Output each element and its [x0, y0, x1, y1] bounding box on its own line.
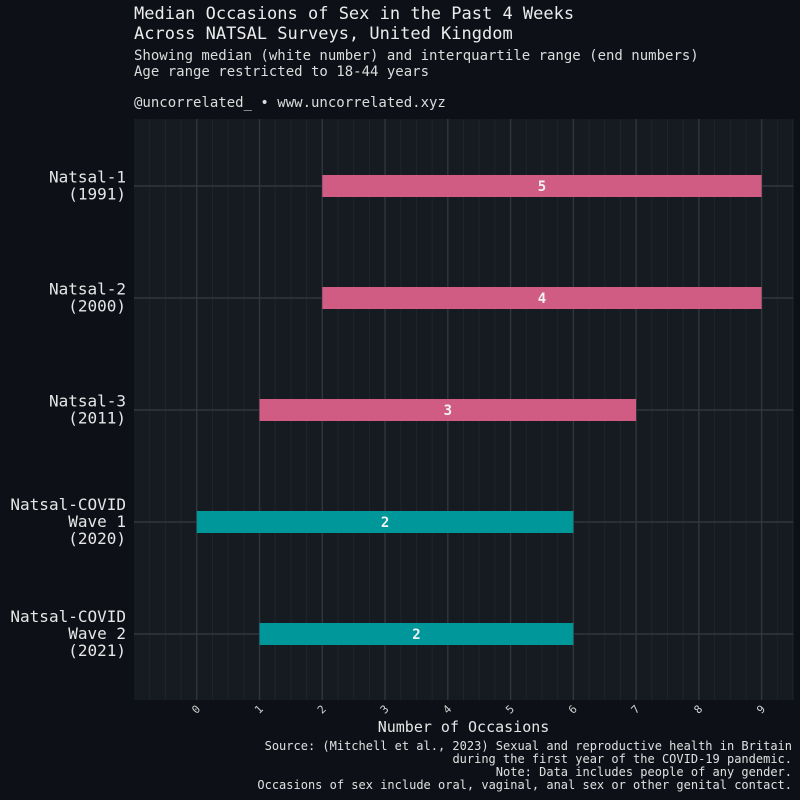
caption-line-4: Occasions of sex include oral, vaginal, … [257, 778, 792, 792]
x-tick-label: 5 [503, 703, 517, 717]
chart-caption: Source: (Mitchell et al., 2023) Sexual a… [257, 740, 792, 792]
category-label: (2011) [68, 409, 126, 428]
category-label: Natsal-1 [49, 168, 126, 187]
category-label: Wave 1 [68, 512, 126, 531]
range-bar [322, 175, 762, 197]
x-tick-label: 2 [315, 703, 329, 717]
x-tick-label: 1 [252, 703, 266, 717]
x-tick-label: 6 [566, 703, 580, 717]
chart-credit: @uncorrelated_ • www.uncorrelated.xyz [134, 95, 446, 111]
x-axis-title: Number of Occasions [378, 718, 550, 736]
x-tick-label: 9 [754, 703, 768, 717]
x-tick-label: 8 [691, 703, 705, 717]
category-label: (1991) [68, 185, 126, 204]
chart-subtitle-line-2: Age range restricted to 18-44 years [134, 64, 430, 80]
category-label: (2000) [68, 297, 126, 316]
caption-line-2: during the first year of the COVID-19 pa… [452, 752, 792, 766]
category-label: (2021) [68, 641, 126, 660]
x-tick-label: 0 [189, 703, 203, 717]
median-label: 5 [538, 179, 546, 195]
median-label: 2 [412, 627, 420, 643]
median-label: 4 [538, 291, 546, 307]
category-label: Natsal-COVID [10, 495, 126, 514]
category-label: Wave 2 [68, 624, 126, 643]
median-label: 3 [444, 403, 452, 419]
x-tick-label: 3 [378, 703, 392, 717]
caption-line-1: Source: (Mitchell et al., 2023) Sexual a… [264, 739, 792, 753]
chart-title-line-1: Median Occasions of Sex in the Past 4 We… [134, 4, 575, 24]
median-label: 2 [381, 515, 389, 531]
x-tick-label: 7 [629, 703, 643, 717]
category-label: Natsal-3 [49, 392, 126, 411]
range-bar [259, 399, 637, 421]
chart-header: Median Occasions of Sex in the Past 4 We… [134, 4, 699, 111]
chart-subtitle-line-1: Showing median (white number) and interq… [134, 48, 699, 64]
chart-title-line-2: Across NATSAL Surveys, United Kingdom [134, 24, 513, 44]
category-label: Natsal-2 [49, 280, 126, 299]
x-tick-label: 4 [440, 702, 454, 716]
range-bar [259, 623, 574, 645]
caption-line-3: Note: Data includes people of any gender… [495, 765, 792, 779]
range-bar [322, 287, 762, 309]
range-bar [196, 511, 574, 533]
category-label: (2020) [68, 529, 126, 548]
category-label: Natsal-COVID [10, 607, 126, 626]
